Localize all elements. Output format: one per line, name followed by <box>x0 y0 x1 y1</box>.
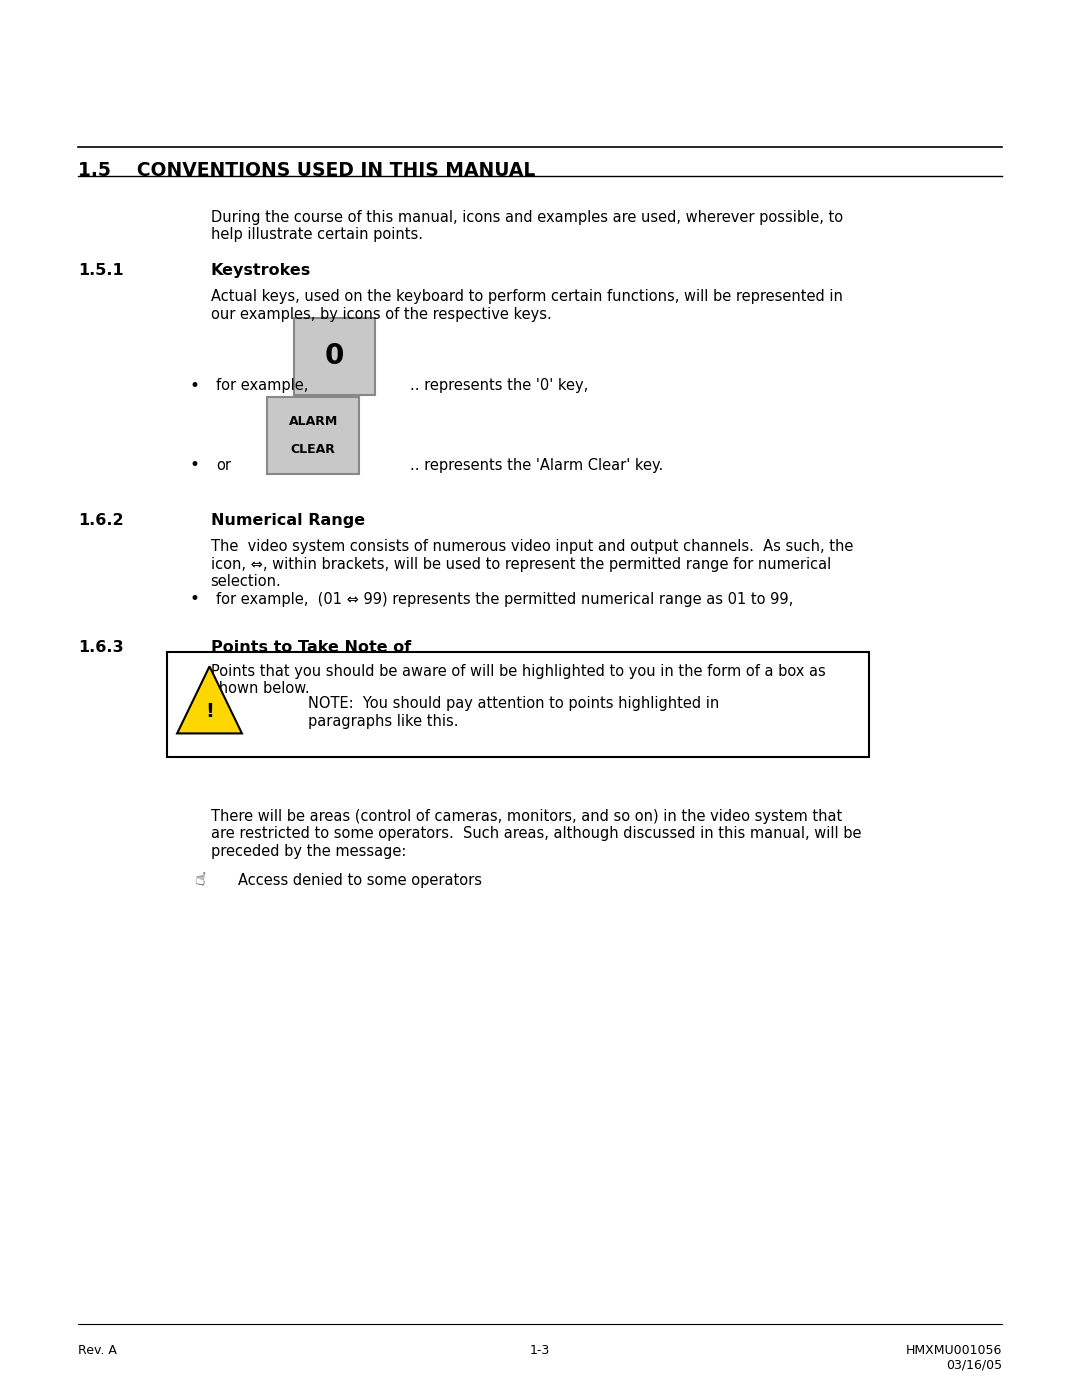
Text: 1.6.2: 1.6.2 <box>78 513 123 528</box>
Text: 1.6.3: 1.6.3 <box>78 640 123 655</box>
Text: •: • <box>189 377 200 394</box>
FancyBboxPatch shape <box>167 652 869 757</box>
Text: or: or <box>216 458 231 472</box>
Text: for example,: for example, <box>216 379 309 393</box>
Text: •: • <box>189 591 200 608</box>
Text: 1-3: 1-3 <box>530 1344 550 1356</box>
Text: !: ! <box>205 701 214 721</box>
Text: The  video system consists of numerous video input and output channels.  As such: The video system consists of numerous vi… <box>211 539 853 590</box>
FancyBboxPatch shape <box>267 398 359 475</box>
FancyBboxPatch shape <box>294 317 376 394</box>
Text: CLEAR: CLEAR <box>291 443 336 457</box>
Text: 0: 0 <box>325 342 345 370</box>
Text: Actual keys, used on the keyboard to perform certain functions, will be represen: Actual keys, used on the keyboard to per… <box>211 289 842 321</box>
Text: Numerical Range: Numerical Range <box>211 513 365 528</box>
Text: HMXMU001056
03/16/05: HMXMU001056 03/16/05 <box>906 1344 1002 1372</box>
Text: for example,  (01 ⇔ 99) represents the permitted numerical range as 01 to 99,: for example, (01 ⇔ 99) represents the pe… <box>216 592 793 606</box>
Text: 1.5    CONVENTIONS USED IN THIS MANUAL: 1.5 CONVENTIONS USED IN THIS MANUAL <box>78 161 535 180</box>
Polygon shape <box>177 666 242 733</box>
Text: Rev. A: Rev. A <box>78 1344 117 1356</box>
Text: ☝: ☝ <box>193 870 206 890</box>
Text: Access denied to some operators: Access denied to some operators <box>238 873 482 887</box>
Text: .. represents the '0' key,: .. represents the '0' key, <box>410 379 589 393</box>
Text: Points that you should be aware of will be highlighted to you in the form of a b: Points that you should be aware of will … <box>211 664 825 696</box>
Text: Keystrokes: Keystrokes <box>211 263 311 278</box>
Text: ALARM: ALARM <box>288 415 338 429</box>
Text: During the course of this manual, icons and examples are used, wherever possible: During the course of this manual, icons … <box>211 210 842 242</box>
Text: .. represents the 'Alarm Clear' key.: .. represents the 'Alarm Clear' key. <box>410 458 663 472</box>
Text: NOTE:  You should pay attention to points highlighted in
paragraphs like this.: NOTE: You should pay attention to points… <box>308 696 719 729</box>
Text: There will be areas (control of cameras, monitors, and so on) in the video syste: There will be areas (control of cameras,… <box>211 809 861 859</box>
Text: •: • <box>189 457 200 474</box>
Text: 1.5.1: 1.5.1 <box>78 263 123 278</box>
Text: Points to Take Note of: Points to Take Note of <box>211 640 410 655</box>
